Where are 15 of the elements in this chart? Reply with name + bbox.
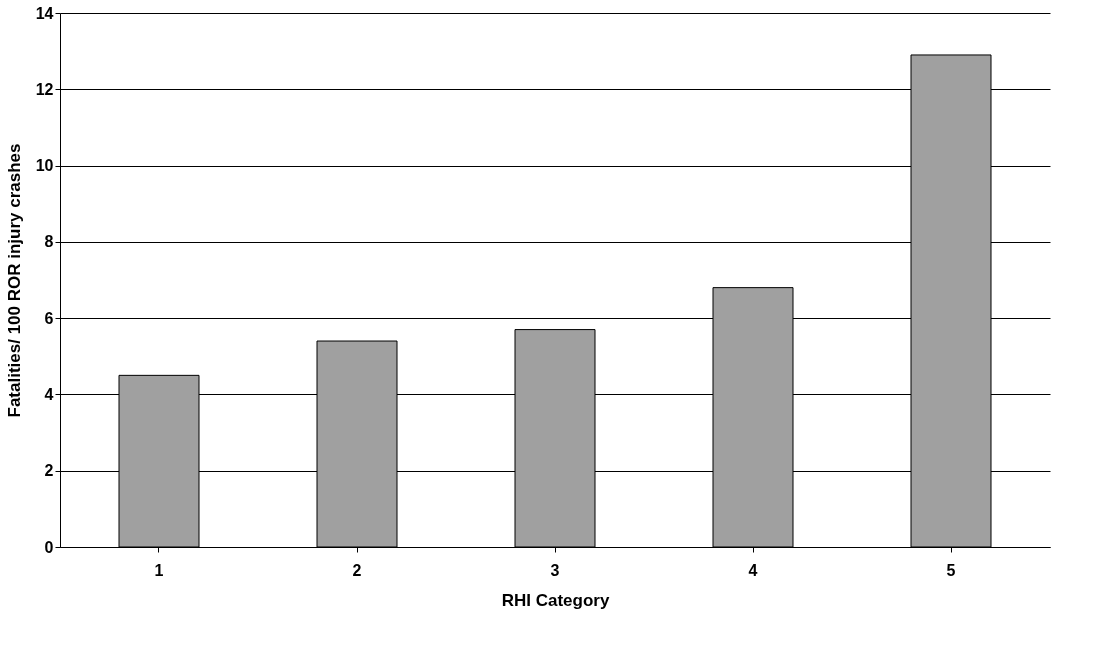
y-tick-label: 10 [35,157,54,175]
x-tick-label: 3 [550,561,560,579]
y-tick-label: 2 [44,462,54,480]
x-tick-label: 5 [946,561,956,579]
x-tick-label: 2 [352,561,362,579]
y-tick-label: 6 [44,309,54,327]
y-axis-title: Fatalities/ 100 ROR injury crashes [4,143,24,418]
y-tick-label: 12 [35,80,54,98]
x-tick-label: 1 [154,561,164,579]
y-tick-label: 0 [44,538,54,556]
y-tick-label: 8 [44,233,54,251]
y-tick-label: 14 [35,4,54,22]
x-axis-title: RHI Category [501,590,610,610]
y-tick-label: 4 [44,385,54,403]
x-tick-label: 4 [748,561,758,579]
